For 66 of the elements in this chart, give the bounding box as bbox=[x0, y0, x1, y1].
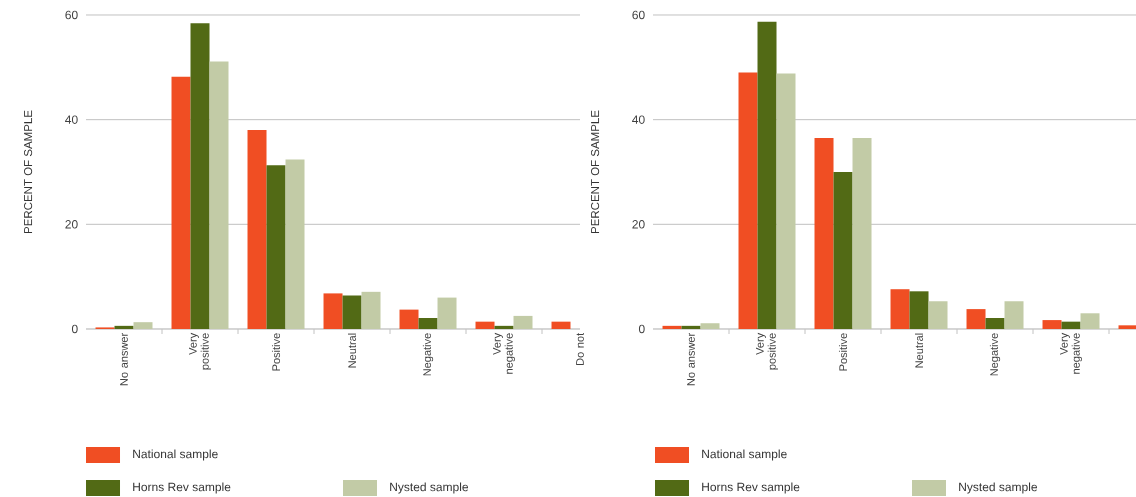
x-tick-label: Neutral bbox=[347, 333, 357, 368]
y-tick-label: 20 bbox=[632, 220, 645, 229]
bar bbox=[399, 309, 419, 329]
x-tick-label: Very negative bbox=[493, 332, 515, 374]
bar bbox=[1004, 301, 1024, 329]
x-tick-label: Negative bbox=[422, 333, 434, 376]
bar bbox=[114, 325, 134, 329]
bar bbox=[776, 73, 796, 329]
bar bbox=[285, 159, 305, 329]
bar bbox=[1042, 320, 1062, 329]
legend-label: Horns Rev sample bbox=[702, 482, 800, 494]
bar bbox=[681, 325, 701, 329]
bar bbox=[551, 321, 571, 329]
y-axis-title: PERCENT OF SAMPLE bbox=[591, 110, 600, 234]
x-tick-label: No answer bbox=[687, 333, 695, 386]
x-tick-label: No answer bbox=[120, 333, 128, 386]
y-tick-label: 40 bbox=[632, 115, 645, 124]
bar bbox=[1061, 321, 1081, 329]
x-tick-label: Neutral bbox=[914, 333, 924, 368]
bar bbox=[323, 293, 343, 329]
bar bbox=[814, 137, 834, 329]
bar bbox=[437, 297, 457, 329]
bar bbox=[757, 21, 777, 329]
bar bbox=[700, 323, 720, 329]
bar bbox=[475, 321, 495, 329]
x-tick-label: Positive bbox=[838, 333, 848, 371]
bar bbox=[361, 291, 381, 329]
y-tick-label: 20 bbox=[65, 220, 78, 229]
bar bbox=[890, 289, 910, 329]
y-tick-label: 0 bbox=[71, 324, 78, 334]
bar bbox=[1118, 325, 1136, 329]
bar bbox=[171, 76, 191, 329]
bar bbox=[852, 137, 872, 329]
y-tick-label: 40 bbox=[65, 115, 78, 124]
y-tick-label: 60 bbox=[632, 10, 645, 20]
bar bbox=[985, 318, 1005, 329]
x-tick-label: Very positive bbox=[189, 332, 211, 370]
x-tick-label: Very negative bbox=[1060, 332, 1082, 374]
bar bbox=[662, 325, 682, 329]
legend-label: Horns Rev sample bbox=[133, 482, 231, 494]
bar bbox=[966, 309, 986, 329]
legend-label: National sample bbox=[133, 449, 218, 461]
bar bbox=[418, 318, 438, 329]
bar bbox=[209, 61, 229, 329]
x-tick-label: Negative bbox=[989, 333, 1001, 376]
bar bbox=[513, 315, 533, 329]
bar bbox=[833, 171, 853, 329]
y-tick-label: 0 bbox=[638, 324, 645, 334]
bar bbox=[342, 295, 362, 329]
x-tick-label: Do not bbox=[576, 332, 584, 365]
legend-label: Nysted sample bbox=[390, 482, 469, 494]
legend-label: Nysted sample bbox=[959, 482, 1038, 494]
x-tick-label: Very positive bbox=[756, 332, 778, 370]
bar bbox=[738, 72, 758, 329]
y-axis-title: PERCENT OF SAMPLE bbox=[24, 110, 33, 234]
bar bbox=[928, 301, 948, 329]
bar bbox=[133, 322, 153, 329]
bar bbox=[909, 291, 929, 329]
bar bbox=[494, 325, 514, 329]
y-tick-label: 60 bbox=[65, 10, 78, 20]
bar bbox=[247, 130, 267, 329]
bar bbox=[266, 165, 286, 329]
bar bbox=[1080, 313, 1100, 329]
bar bbox=[190, 23, 210, 329]
x-tick-label: Positive bbox=[271, 333, 281, 371]
legend-label: National sample bbox=[702, 449, 787, 461]
